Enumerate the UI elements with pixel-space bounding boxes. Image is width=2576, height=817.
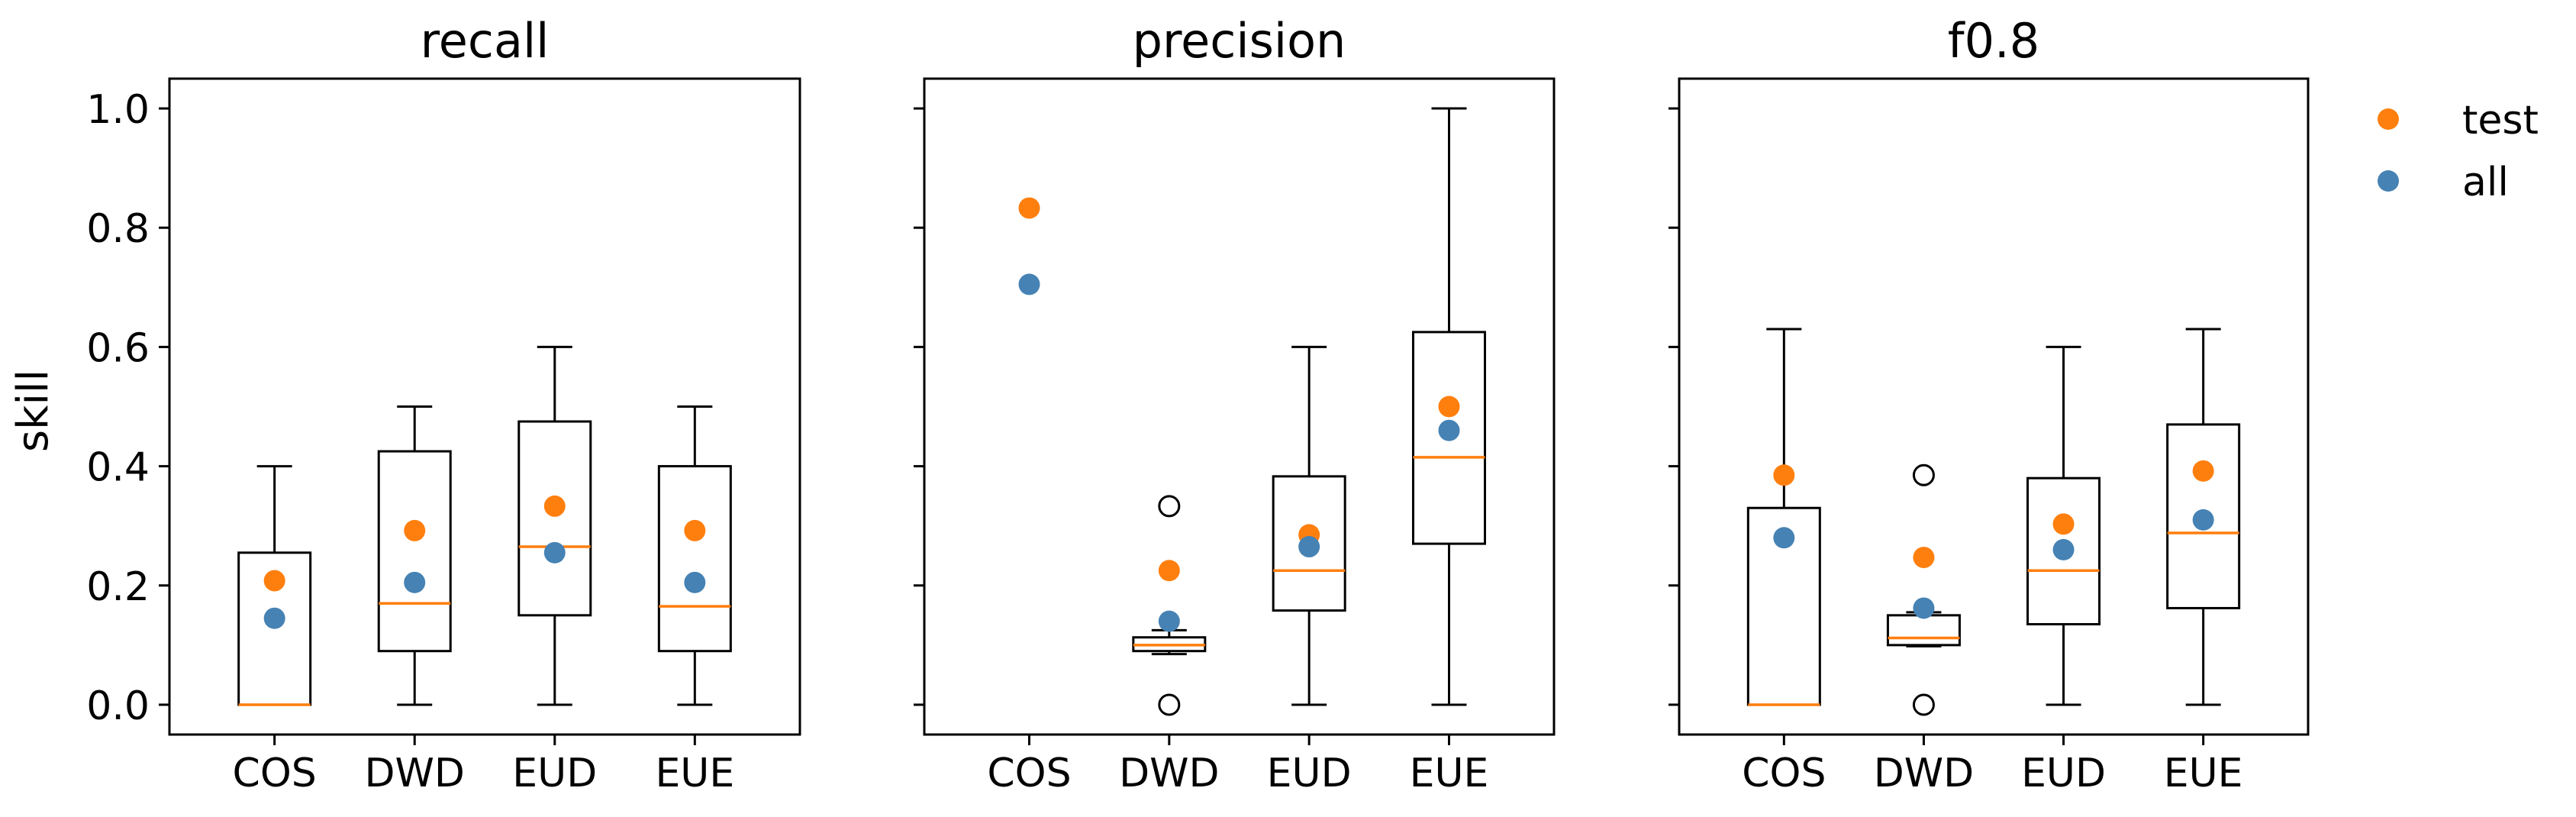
all-point: [1913, 597, 1935, 619]
all-point: [543, 541, 566, 564]
y-tick-label: 0.4: [86, 445, 150, 491]
y-axis-label: skill: [8, 370, 58, 452]
box-eud: [517, 345, 592, 706]
axes-frame: [1678, 77, 2310, 736]
all-point: [2192, 509, 2214, 531]
x-tick-label: DWD: [364, 751, 465, 796]
x-tick-label: COS: [987, 751, 1071, 796]
box-iqr: [1886, 614, 1961, 647]
box-eue: [2166, 328, 2241, 706]
x-tick-label: COS: [1742, 751, 1826, 796]
box-iqr: [2026, 476, 2101, 626]
outlier-point: [1912, 463, 1935, 486]
legend-label-all: all: [2462, 160, 2509, 205]
all-point: [1773, 527, 1795, 549]
test-point: [1158, 560, 1180, 582]
box-iqr: [377, 450, 452, 653]
panel-title: f0.8: [1948, 13, 2039, 69]
x-tick-label: EUE: [655, 751, 734, 796]
test-point: [263, 570, 285, 592]
box-eue: [657, 405, 732, 706]
x-tick-label: COS: [233, 751, 317, 796]
y-tick-label: 0.2: [86, 564, 150, 610]
box-iqr: [657, 465, 732, 653]
test-point: [543, 495, 566, 517]
box-iqr: [517, 420, 592, 617]
box-eud: [2026, 345, 2101, 706]
outlier-point: [1912, 693, 1935, 716]
box-cos: [1746, 328, 1821, 706]
box-iqr: [1272, 475, 1346, 612]
box-cos: [1018, 197, 1040, 295]
x-tick-label: EUD: [1267, 751, 1352, 796]
test-point: [1913, 547, 1935, 569]
x-tick-label: EUD: [2021, 751, 2106, 796]
panel-title: precision: [1133, 13, 1346, 69]
box-dwd: [1886, 463, 1961, 716]
all-point: [1438, 419, 1460, 441]
box-eud: [1272, 345, 1346, 706]
legend-marker-test: [2378, 108, 2399, 130]
outlier-point: [1158, 495, 1181, 518]
test-point: [404, 519, 426, 541]
legend: test all: [2378, 98, 2539, 205]
legend-marker-all: [2378, 170, 2399, 192]
test-point: [1773, 464, 1795, 486]
test-point: [2052, 513, 2075, 535]
all-point: [263, 607, 285, 629]
y-tick-label: 0.8: [86, 206, 150, 252]
all-point: [684, 571, 706, 593]
y-tick-label: 1.0: [86, 87, 150, 133]
test-point: [1438, 396, 1460, 418]
all-point: [1298, 536, 1320, 558]
panel-2: f0.8 COS DWD EUD EUE: [1668, 13, 2310, 796]
box-dwd: [1132, 495, 1207, 716]
axes-frame: [923, 77, 1556, 736]
panel-1: precision COS DWD EUD EUE: [914, 13, 1556, 796]
box-cos: [237, 465, 312, 706]
y-tick-label: 0.6: [86, 325, 150, 371]
all-point: [2052, 538, 2075, 560]
x-tick-label: EUD: [512, 751, 597, 796]
panel-0: recall 0.0 0.2 0.4 0.6 0.8 1.0 COS DWD EUD EUE: [86, 13, 801, 796]
all-point: [404, 571, 426, 593]
y-tick-label: 0.0: [86, 683, 150, 729]
box-iqr: [1412, 331, 1486, 545]
box-dwd: [377, 405, 452, 706]
box-iqr: [2166, 423, 2241, 609]
legend-label-test: test: [2462, 98, 2539, 144]
test-point: [2192, 460, 2214, 482]
test-point: [1018, 197, 1040, 219]
outlier-point: [1158, 693, 1181, 716]
x-tick-label: EUE: [2164, 751, 2243, 796]
x-tick-label: DWD: [1119, 751, 1220, 796]
box-eue: [1412, 107, 1486, 706]
axes-frame: [168, 77, 801, 736]
test-point: [684, 519, 706, 541]
panel-title: recall: [421, 13, 550, 69]
x-tick-label: DWD: [1874, 751, 1975, 796]
all-point: [1158, 610, 1180, 632]
all-point: [1018, 273, 1040, 295]
x-tick-label: EUE: [1410, 751, 1489, 796]
